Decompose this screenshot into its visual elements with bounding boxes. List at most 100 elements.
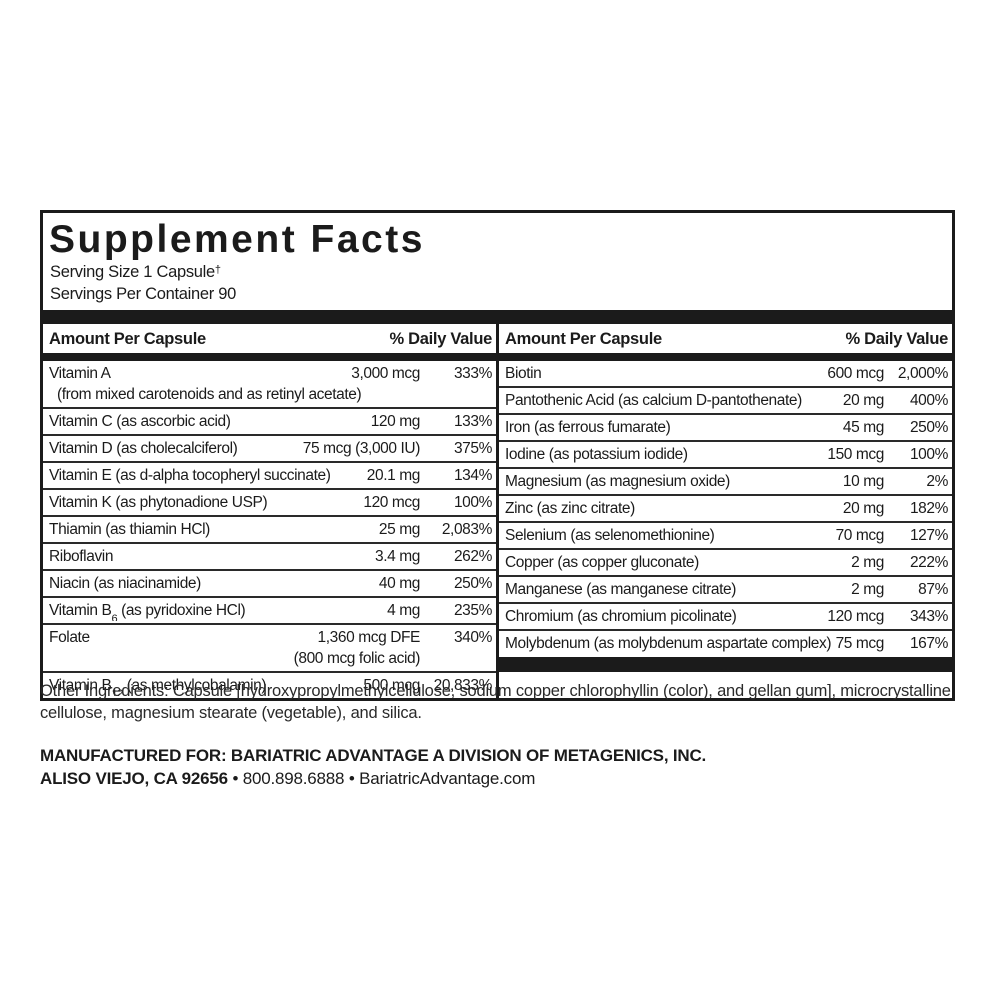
nutrient-daily-value: 133% (453, 412, 492, 430)
header-daily-value: % Daily Value (845, 329, 949, 348)
nutrient-row: Vitamin D (as cholecalciferol) 75 mcg (3… (43, 433, 496, 461)
subscript: 12 (111, 688, 123, 696)
nutrient-name: Chromium (as chromium picolinate) (505, 607, 737, 625)
nutrient-row: Pantothenic Acid (as calcium D-pantothen… (499, 385, 952, 413)
dagger-footnote-mark: † (214, 263, 221, 276)
subscript: 6 (111, 613, 118, 621)
nutrient-name: Zinc (as zinc citrate) (505, 499, 635, 517)
column-right-header: Amount Per Capsule % Daily Value (499, 324, 952, 353)
nutrient-daily-value: 182% (909, 499, 948, 517)
nutrient-row: Riboflavin 3.4 mg 262% (43, 541, 496, 569)
left-rows-list: Vitamin A 3,000 mcg 333% (from mixed car… (43, 361, 496, 698)
column-left: Amount Per Capsule % Daily Value Vitamin… (43, 324, 496, 698)
nutrient-name: Thiamin (as thiamin HCl) (49, 520, 210, 538)
nutrient-row: Vitamin K (as phytonadione USP) 120 mcg … (43, 487, 496, 515)
nutrient-daily-value: 2,083% (441, 520, 493, 538)
nutrient-row: Magnesium (as magnesium oxide) 10 mg 2% (499, 466, 952, 494)
address-city: ALISO VIEJO, CA 92656 (40, 769, 228, 788)
nutrient-amount: 120 mg (370, 412, 421, 430)
nutrient-amount: 10 mg (842, 472, 884, 490)
nutrient-row: Copper (as copper gluconate) 2 mg 222% (499, 547, 952, 575)
nutrient-amount: 45 mg (842, 418, 884, 436)
column-right-header-bar (499, 352, 952, 361)
manufactured-for-line: MANUFACTURED FOR: BARIATRIC ADVANTAGE A … (40, 746, 707, 765)
nutrient-daily-value: 87% (918, 580, 948, 598)
serving-size: Serving Size 1 Capsule† (43, 261, 952, 283)
nutrient-name: Vitamin B12 (as methylcobalamin) (49, 675, 363, 696)
top-divider-bar (43, 309, 952, 324)
nutrient-daily-value: 167% (909, 634, 948, 652)
nutrient-amount: 600 mcg (827, 364, 884, 382)
nutrient-name: Manganese (as manganese citrate) (505, 580, 737, 598)
nutrient-amount: 4 mg (387, 601, 420, 619)
nutrient-daily-value: 2,000% (897, 364, 949, 382)
nutrient-daily-value: 134% (453, 466, 492, 484)
nutrient-amount: 150 mcg (827, 445, 884, 463)
column-left-header: Amount Per Capsule % Daily Value (43, 324, 496, 353)
nutrient-row: Vitamin E (as d-alpha tocopheryl succina… (43, 460, 496, 488)
nutrient-name: Folate (49, 628, 90, 646)
right-column-end-bar (499, 656, 952, 672)
nutrient-row: Selenium (as selenomethionine) 70 mcg 12… (499, 520, 952, 548)
nutrient-name: Vitamin K (as phytonadione USP) (49, 493, 268, 511)
nutrient-name: Niacin (as niacinamide) (49, 574, 201, 592)
nutrient-name: Riboflavin (49, 547, 114, 565)
column-left-header-bar (43, 352, 496, 361)
nutrient-daily-value: 20,833% (433, 676, 493, 694)
nutrient-amount: 2 mg (851, 553, 884, 571)
nutrient-name: Selenium (as selenomethionine) (505, 526, 715, 544)
supplement-facts-panel: Supplement Facts Serving Size 1 Capsule†… (40, 210, 955, 701)
nutrient-amount: 20 mg (842, 499, 884, 517)
panel-title: Supplement Facts (49, 218, 425, 261)
nutrient-amount-second-line: (800 mcg folic acid) (293, 649, 421, 667)
nutrient-amount: 75 mcg (835, 634, 885, 652)
nutrient-daily-value: 2% (926, 472, 948, 490)
nutrient-daily-value: 343% (909, 607, 948, 625)
nutrient-name: Biotin (505, 364, 542, 382)
nutrient-daily-value: 222% (909, 553, 948, 571)
nutrient-row: Biotin 600 mcg 2,000% (499, 361, 952, 386)
nutrient-amount: 3.4 mg (375, 547, 420, 565)
nutrient-name: Vitamin B6 (as pyridoxine HCl) (49, 600, 387, 621)
other-ingredients: Other Ingredients: Capsule [hydroxypropy… (40, 682, 951, 722)
nutrient-name: Iron (as ferrous fumarate) (505, 418, 671, 436)
nutrient-daily-value: 127% (909, 526, 948, 544)
serving-size-text: Serving Size 1 Capsule (50, 262, 215, 281)
nutrient-subnote: (from mixed carotenoids and as retinyl a… (57, 385, 362, 403)
nutrient-amount: 120 mcg (827, 607, 884, 625)
nutrient-name: Vitamin D (as cholecalciferol) (49, 439, 238, 457)
header-daily-value: % Daily Value (389, 329, 493, 348)
nutrient-row: Vitamin C (as ascorbic acid) 120 mg 133% (43, 406, 496, 434)
nutrient-daily-value: 262% (453, 547, 492, 565)
nutrient-amount: 120 mcg (363, 493, 420, 511)
right-rows-list: Biotin 600 mcg 2,000% Pantothenic Acid (… (499, 361, 952, 656)
facts-columns: Amount Per Capsule % Daily Value Vitamin… (43, 323, 952, 698)
nutrient-row: Vitamin B6 (as pyridoxine HCl) 4 mg 235% (43, 595, 496, 623)
nutrient-row: Chromium (as chromium picolinate) 120 mc… (499, 601, 952, 629)
nutrient-row: Folate 1,360 mcg DFE (800 mcg folic acid)… (43, 622, 496, 671)
nutrient-amount: 2 mg (851, 580, 884, 598)
manufacturer-block: MANUFACTURED FOR: BARIATRIC ADVANTAGE A … (40, 744, 706, 790)
nutrient-name: Molybdenum (as molybdenum aspartate comp… (505, 634, 832, 652)
nutrient-row: Manganese (as manganese citrate) 2 mg 87… (499, 574, 952, 602)
nutrient-row: Molybdenum (as molybdenum aspartate comp… (499, 628, 952, 656)
nutrient-row: Vitamin B12 (as methylcobalamin) 500 mcg… (43, 670, 496, 698)
address-line: ALISO VIEJO, CA 92656 • 800.898.6888 • B… (40, 767, 706, 790)
nutrient-daily-value: 375% (453, 439, 492, 457)
nutrient-daily-value: 400% (909, 391, 948, 409)
header-amount-per-capsule: Amount Per Capsule (505, 329, 662, 348)
nutrient-amount: 75 mcg (3,000 IU) (302, 439, 421, 457)
nutrient-name: Magnesium (as magnesium oxide) (505, 472, 730, 490)
nutrient-daily-value: 250% (453, 574, 492, 592)
column-divider (496, 323, 499, 698)
nutrient-amount: 3,000 mcg (351, 364, 420, 382)
nutrient-amount: 20.1 mg (366, 466, 421, 484)
nutrient-row: Iron (as ferrous fumarate) 45 mg 250% (499, 412, 952, 440)
nutrient-amount: 70 mcg (835, 526, 885, 544)
nutrient-name: Vitamin A (49, 364, 111, 382)
nutrient-daily-value: 340% (453, 628, 492, 646)
nutrient-amount: 40 mg (378, 574, 420, 592)
nutrient-daily-value: 235% (453, 601, 492, 619)
nutrient-amount: 500 mcg (363, 676, 420, 694)
header-amount-per-capsule: Amount Per Capsule (49, 329, 206, 348)
